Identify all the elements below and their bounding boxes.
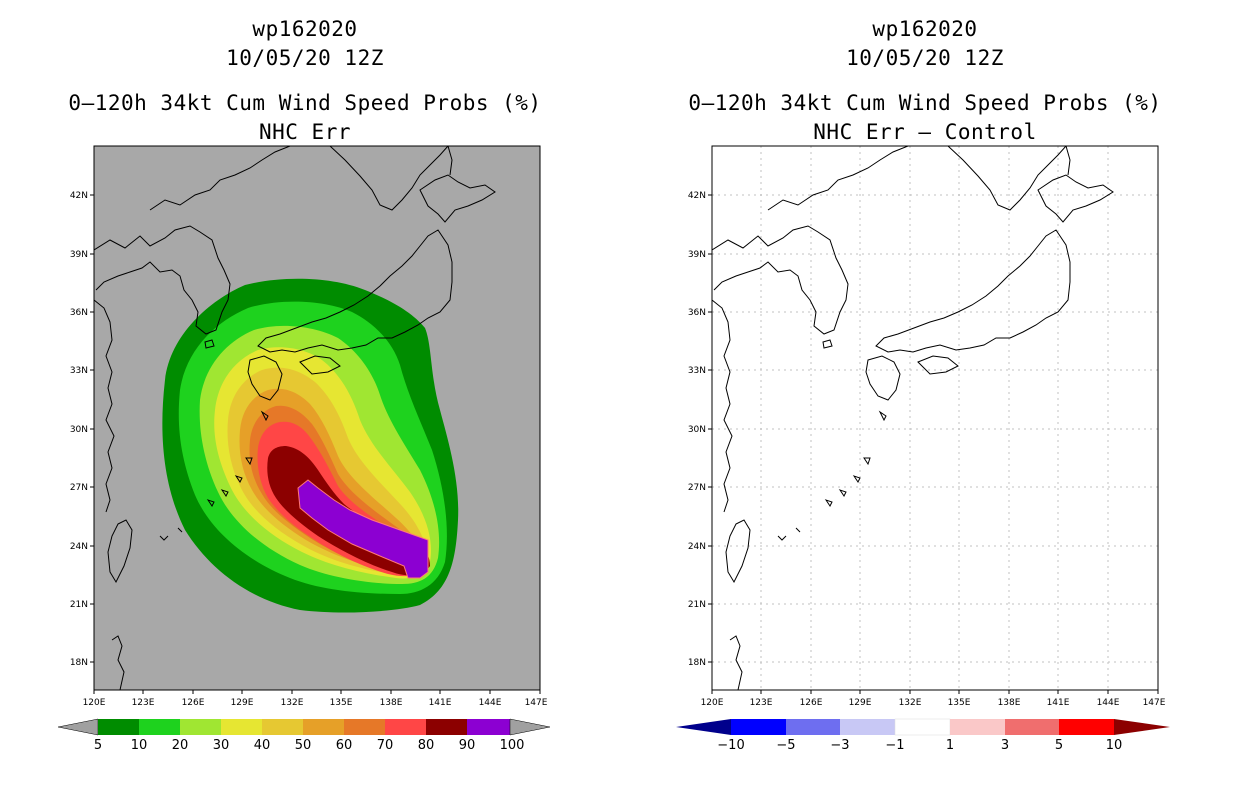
- right-colorbar-label: 3: [1001, 738, 1009, 753]
- left-colorbar-swatch: [344, 719, 385, 735]
- left-colorbar-swatch: [180, 719, 221, 735]
- left-colorbar-swatch: [426, 719, 467, 735]
- right-lat-label: 33N: [688, 366, 706, 376]
- left-colorbar-label: 50: [295, 738, 312, 753]
- left-title: 0–120h 34kt Cum Wind Speed Probs (%): [68, 91, 542, 115]
- right-lon-label: 144E: [1097, 698, 1120, 708]
- right-colorbar-label: 1: [946, 738, 954, 753]
- right-lat-label: 27N: [688, 483, 706, 493]
- right-colorbar-label: −10: [717, 738, 744, 753]
- left-colorbar-swatch: [385, 719, 426, 735]
- left-map: 42N 39N 36N 33N 30N 27N 24N 21N 18N 120E…: [70, 145, 548, 708]
- left-lon-label: 120E: [83, 698, 106, 708]
- right-colorbar-label: −1: [885, 738, 904, 753]
- right-lat-label: 24N: [688, 542, 706, 552]
- right-colorbar-swatch: [1059, 719, 1114, 735]
- right-lon-label: 132E: [899, 698, 922, 708]
- left-lat-label: 42N: [70, 191, 88, 201]
- left-lat-label: 33N: [70, 366, 88, 376]
- left-lon-label: 129E: [231, 698, 254, 708]
- left-lat-label: 27N: [70, 483, 88, 493]
- right-colorbar-label: 10: [1106, 738, 1123, 753]
- left-colorbar-high-arrow: [509, 718, 551, 736]
- left-subtitle: NHC Err: [258, 120, 351, 144]
- right-colorbar-swatch: [786, 719, 840, 735]
- right-lat-label: 42N: [688, 191, 706, 201]
- right-datetime: 10/05/20 12Z: [846, 46, 1004, 70]
- left-lat-label: 21N: [70, 600, 88, 610]
- left-colorbar-label: 90: [459, 738, 476, 753]
- left-lon-ticks: [93, 690, 541, 694]
- left-colorbar-label: 40: [254, 738, 271, 753]
- right-colorbar-swatch: [731, 719, 786, 735]
- left-storm-id: wp162020: [252, 17, 358, 41]
- right-lat-label: 39N: [688, 250, 706, 260]
- left-colorbar-label: 100: [500, 738, 525, 753]
- left-colorbar-swatch: [139, 719, 180, 735]
- right-lon-label: 126E: [800, 698, 823, 708]
- left-lon-label: 135E: [330, 698, 353, 708]
- left-colorbar-label: 5: [94, 738, 102, 753]
- left-lon-label: 144E: [479, 698, 502, 708]
- right-lon-label: 141E: [1047, 698, 1070, 708]
- right-lat-label: 21N: [688, 600, 706, 610]
- right-subtitle: NHC Err – Control: [813, 120, 1037, 144]
- left-lat-label: 18N: [70, 658, 88, 668]
- left-lat-label: 39N: [70, 250, 88, 260]
- right-lat-label: 30N: [688, 425, 706, 435]
- right-lon-label: 123E: [750, 698, 773, 708]
- right-colorbar-swatch: [840, 719, 895, 735]
- left-colorbar-label: 20: [172, 738, 189, 753]
- left-colorbar: 5 10 20 30 40 50 60 70 80 90 100: [57, 718, 551, 753]
- left-colorbar-swatch: [262, 719, 303, 735]
- left-colorbar-swatch: [303, 719, 344, 735]
- right-lat-label: 18N: [688, 658, 706, 668]
- right-lon-label: 129E: [849, 698, 872, 708]
- left-colorbar-label: 60: [336, 738, 353, 753]
- left-datetime: 10/05/20 12Z: [226, 46, 384, 70]
- right-colorbar-high-arrow: [1114, 719, 1170, 735]
- left-lat-label: 24N: [70, 542, 88, 552]
- right-colorbar-swatch: [1005, 719, 1059, 735]
- left-colorbar-low-arrow: [57, 718, 99, 736]
- right-colorbar-swatch: [894, 718, 951, 736]
- right-colorbar-label: 5: [1055, 738, 1063, 753]
- left-lon-label: 141E: [429, 698, 452, 708]
- right-colorbar-label: −5: [776, 738, 795, 753]
- right-lon-label: 147E: [1143, 698, 1166, 708]
- right-colorbar-label: −3: [830, 738, 849, 753]
- right-lon-label: 120E: [701, 698, 724, 708]
- right-map: 42N 39N 36N 33N 30N 27N 24N 21N 18N 120E…: [688, 145, 1166, 708]
- right-colorbar-swatch: [950, 719, 1005, 735]
- left-lat-ticks: [90, 194, 94, 663]
- left-colorbar-swatch: [467, 719, 510, 735]
- left-colorbar-swatch: [98, 719, 139, 735]
- right-lat-label: 36N: [688, 308, 706, 318]
- left-probability-field: [162, 278, 459, 613]
- prob-band-90: [298, 480, 428, 578]
- left-lon-label: 123E: [132, 698, 155, 708]
- right-storm-id: wp162020: [872, 17, 978, 41]
- left-colorbar-label: 10: [131, 738, 148, 753]
- right-lon-label: 135E: [948, 698, 971, 708]
- right-lon-label: 138E: [998, 698, 1021, 708]
- left-lon-label: 132E: [281, 698, 304, 708]
- left-lon-label: 138E: [380, 698, 403, 708]
- right-title: 0–120h 34kt Cum Wind Speed Probs (%): [688, 91, 1162, 115]
- left-lon-label: 126E: [182, 698, 205, 708]
- left-lat-label: 30N: [70, 425, 88, 435]
- left-colorbar-swatch: [221, 719, 262, 735]
- left-lon-label: 147E: [525, 698, 548, 708]
- left-colorbar-label: 70: [377, 738, 394, 753]
- right-colorbar: −10 −5 −3 −1 1 3 5 10: [676, 718, 1170, 753]
- left-colorbar-label: 30: [213, 738, 230, 753]
- left-lat-label: 36N: [70, 308, 88, 318]
- right-map-background: [712, 146, 1158, 690]
- right-colorbar-low-arrow: [676, 719, 731, 735]
- left-colorbar-label: 80: [418, 738, 435, 753]
